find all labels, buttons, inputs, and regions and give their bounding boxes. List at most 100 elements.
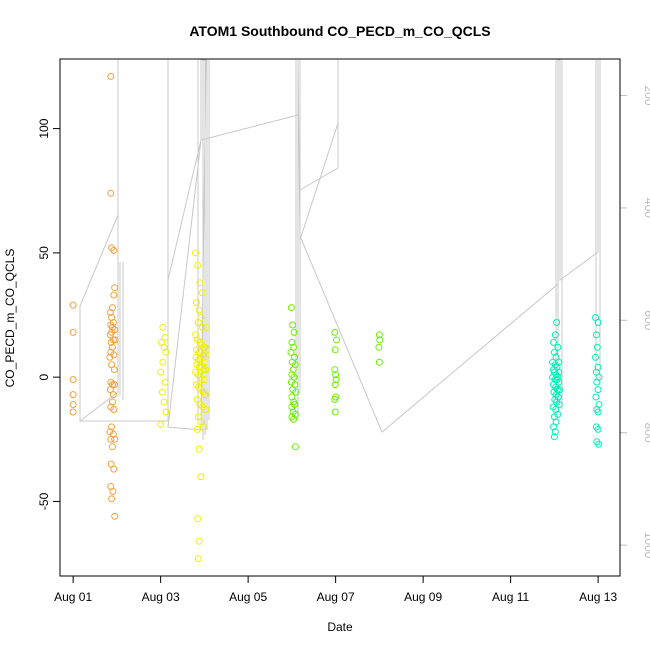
data-point — [194, 261, 202, 269]
data-point — [331, 396, 339, 403]
data-point — [331, 408, 339, 416]
data-point — [69, 376, 77, 384]
data-point — [550, 413, 558, 421]
data-point — [556, 386, 564, 394]
data-point — [199, 323, 207, 331]
data-point — [69, 408, 77, 416]
y2-tick-label: 200 — [642, 86, 650, 106]
data-point — [593, 378, 601, 386]
data-point — [159, 358, 167, 366]
data-point — [376, 336, 384, 344]
data-point — [157, 420, 165, 428]
data-point — [288, 338, 296, 346]
altitude-trace — [78, 59, 601, 440]
y-tick-label: -50 — [37, 492, 51, 510]
data-point — [107, 72, 115, 80]
data-point — [197, 473, 205, 481]
data-point — [594, 425, 602, 433]
data-point — [106, 386, 114, 394]
data-point — [200, 358, 208, 366]
y-tick-label: 50 — [37, 246, 51, 260]
data-point — [110, 406, 118, 413]
data-point — [110, 246, 118, 254]
data-point — [291, 443, 299, 451]
data-point — [200, 423, 207, 431]
data-point — [289, 321, 297, 329]
data-point — [288, 393, 296, 401]
data-point — [195, 537, 203, 545]
data-point — [332, 376, 340, 384]
x-tick-label: Aug 11 — [492, 590, 529, 604]
data-point — [375, 343, 383, 351]
data-point — [157, 368, 165, 376]
x-axis-label: Date — [327, 620, 353, 634]
y2-tick-label: 1000 — [642, 532, 650, 559]
data-point — [69, 391, 77, 399]
y2-tick-label: 800 — [642, 423, 650, 443]
data-point — [595, 440, 603, 448]
y-axis-label: CO_PECD_m_CO_QCLS — [3, 249, 17, 388]
data-point — [331, 328, 339, 336]
data-point — [69, 301, 77, 309]
data-point — [550, 348, 558, 356]
data-point — [108, 495, 116, 503]
data-point — [107, 189, 115, 197]
data-point — [290, 328, 298, 336]
x-tick-label: Aug 13 — [579, 590, 617, 604]
data-point — [550, 423, 557, 431]
data-point — [202, 406, 210, 413]
data-point — [109, 443, 116, 451]
data-point — [110, 291, 118, 299]
x-tick-label: Aug 01 — [54, 590, 92, 604]
plot-frame — [59, 58, 621, 577]
data-point — [111, 284, 119, 292]
data-point — [199, 351, 207, 359]
y-tick-label: 100 — [37, 118, 51, 138]
data-point — [109, 391, 117, 399]
data-point — [192, 249, 200, 257]
data-point — [194, 319, 202, 326]
data-point — [203, 323, 211, 331]
data-point — [551, 428, 559, 436]
data-point — [201, 343, 209, 351]
x-tick-label: Aug 09 — [404, 590, 442, 604]
data-point — [332, 371, 340, 379]
data-point — [160, 398, 168, 406]
data-point — [552, 391, 560, 399]
data-point — [594, 319, 602, 326]
x-tick-label: Aug 05 — [229, 590, 267, 604]
y2-tick-label: 400 — [642, 198, 650, 218]
data-point — [292, 388, 300, 396]
data-point — [110, 381, 118, 389]
data-point — [161, 333, 169, 341]
data-point — [550, 338, 557, 346]
data-point — [331, 346, 339, 354]
data-point — [333, 336, 340, 344]
data-point — [195, 445, 203, 453]
data-point — [592, 353, 599, 361]
data-point — [109, 488, 117, 495]
data-point — [194, 555, 202, 563]
data-point — [107, 435, 115, 443]
data-point — [106, 309, 114, 316]
data-point — [193, 299, 200, 307]
data-point — [106, 353, 114, 361]
data-point — [110, 465, 118, 473]
data-point — [200, 366, 207, 374]
data-point — [202, 351, 210, 359]
data-point — [554, 343, 562, 351]
data-point — [200, 376, 208, 384]
data-point — [69, 328, 77, 336]
data-point — [162, 408, 170, 416]
y2-tick-label: 600 — [642, 310, 650, 330]
data-point — [111, 435, 119, 443]
data-point — [159, 323, 167, 331]
data-point — [107, 338, 115, 346]
data-point — [290, 415, 298, 423]
data-point — [287, 304, 295, 312]
data-point — [555, 401, 563, 408]
data-point — [289, 408, 297, 416]
data-point — [195, 306, 203, 314]
x-tick-label: Aug 03 — [142, 590, 180, 604]
